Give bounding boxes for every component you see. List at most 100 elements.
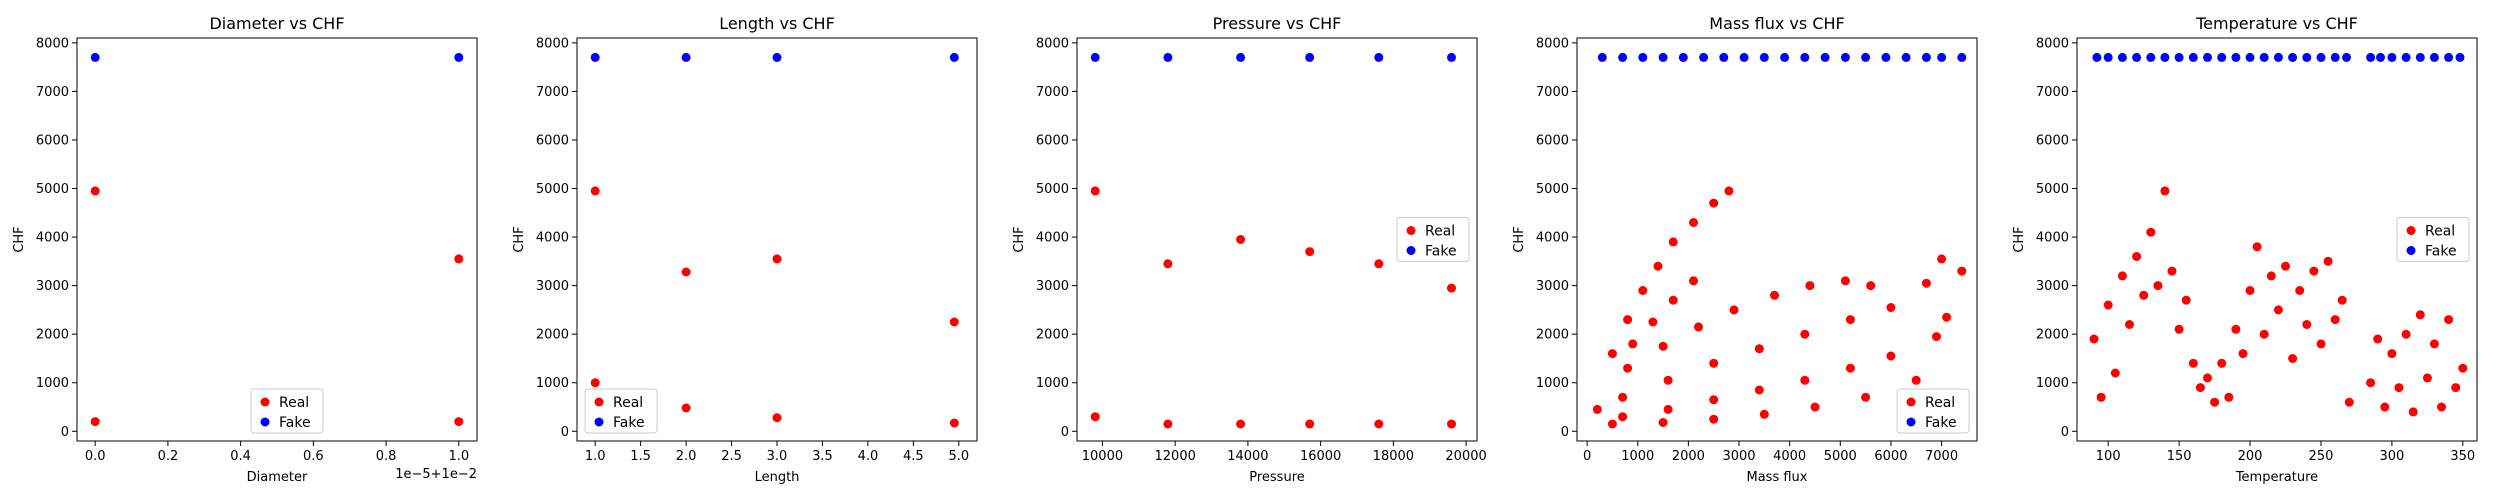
x-tick-label: 14000 xyxy=(1227,449,1268,464)
data-point xyxy=(2309,266,2319,276)
legend: Real Fake xyxy=(2396,217,2470,262)
y-tick-label: 5000 xyxy=(36,182,69,197)
data-point xyxy=(2245,286,2255,295)
y-tick-label: 4000 xyxy=(2036,231,2069,246)
x-tick-label: 0.0 xyxy=(85,449,106,464)
data-point xyxy=(1305,52,1315,62)
data-point xyxy=(2245,52,2255,62)
data-point xyxy=(2444,52,2454,62)
data-point xyxy=(1374,259,1384,269)
data-point xyxy=(1592,404,1602,414)
legend-label: Fake xyxy=(2425,244,2457,260)
y-tick-label: 2000 xyxy=(2036,328,2069,343)
x-offset-label: 1e−5+1e−2 xyxy=(395,467,477,482)
data-point xyxy=(90,52,100,62)
x-tick-label: 300 xyxy=(2379,449,2404,464)
y-axis-label: CHF xyxy=(512,226,527,252)
data-point xyxy=(2132,52,2142,62)
data-point xyxy=(1911,375,1921,385)
x-tick-label: 100 xyxy=(2096,449,2121,464)
y-tick-label: 6000 xyxy=(36,133,69,148)
axes-frame xyxy=(2076,37,2478,442)
data-point xyxy=(1886,303,1896,312)
data-point xyxy=(1628,339,1638,349)
data-point xyxy=(2210,397,2220,407)
data-point xyxy=(2231,52,2241,62)
data-point xyxy=(2266,271,2276,281)
y-tick-label: 0 xyxy=(2061,425,2069,440)
data-point xyxy=(2281,261,2290,271)
x-tick-label: 250 xyxy=(2309,449,2334,464)
data-point xyxy=(1678,52,1688,62)
data-point xyxy=(454,254,464,264)
x-axis-label: Length xyxy=(755,470,800,485)
scatter-points xyxy=(1090,52,1456,429)
data-point xyxy=(1921,52,1931,62)
y-tick-label: 1000 xyxy=(536,376,569,391)
data-point xyxy=(2160,186,2170,196)
data-point xyxy=(2153,281,2163,291)
data-point xyxy=(1658,52,1668,62)
chart-panel: 1.0 1.5 2.0 2.5 3.0 3.5 4.0 4.5 5.0 0 1000 2000 3000… xyxy=(512,14,978,485)
y-tick-label: 8000 xyxy=(536,36,569,51)
y-tick-label: 1000 xyxy=(1036,376,1069,391)
y-tick-label: 2000 xyxy=(1036,328,1069,343)
data-point xyxy=(2103,300,2113,310)
data-point xyxy=(1739,52,1749,62)
data-point xyxy=(1236,235,1246,244)
data-point xyxy=(2181,295,2191,305)
data-point xyxy=(590,186,600,196)
data-point xyxy=(1689,276,1698,286)
x-tick-label: 2000 xyxy=(1672,449,1705,464)
data-point xyxy=(1623,363,1633,373)
data-point xyxy=(2316,339,2326,349)
data-point xyxy=(1759,409,1769,419)
data-point xyxy=(2408,407,2418,417)
data-point xyxy=(2174,324,2184,334)
y-tick-label: 8000 xyxy=(36,36,69,51)
y-tick-label: 8000 xyxy=(2036,36,2069,51)
y-axis-label: CHF xyxy=(12,226,27,252)
y-tick-label: 2000 xyxy=(1536,328,1569,343)
data-point xyxy=(1658,418,1668,427)
data-point xyxy=(1090,186,1100,196)
legend: Real Fake xyxy=(584,388,658,434)
data-point xyxy=(2288,354,2298,363)
data-point xyxy=(1668,237,1678,247)
data-point xyxy=(2288,52,2298,62)
y-tick-label: 4000 xyxy=(536,231,569,246)
data-point xyxy=(590,52,600,62)
data-point xyxy=(772,52,782,62)
data-point xyxy=(1719,52,1729,62)
x-axis-label: Diameter xyxy=(247,470,308,485)
data-point xyxy=(772,254,782,264)
data-point xyxy=(1668,295,1678,305)
x-tick-label: 1000 xyxy=(1621,449,1654,464)
x-tick-label: 150 xyxy=(2167,449,2192,464)
legend-label: Real xyxy=(1425,224,1455,240)
data-point xyxy=(2096,392,2106,402)
chart-title: Diameter vs CHF xyxy=(209,14,344,33)
data-point xyxy=(1163,259,1173,269)
legend-marker xyxy=(1406,226,1416,235)
legend-marker xyxy=(2406,246,2416,255)
data-point xyxy=(2344,397,2354,407)
data-point xyxy=(2231,324,2241,334)
data-point xyxy=(2330,52,2340,62)
x-tick-label: 1.0 xyxy=(448,449,469,464)
data-point xyxy=(1447,52,1456,62)
data-point xyxy=(1374,52,1384,62)
data-point xyxy=(2259,52,2269,62)
data-point xyxy=(2366,378,2376,388)
data-point xyxy=(1932,332,1941,342)
x-tick-label: 4000 xyxy=(1773,449,1806,464)
data-point xyxy=(1236,52,1246,62)
y-tick-label: 5000 xyxy=(536,182,569,197)
data-point xyxy=(1800,375,1810,385)
data-point xyxy=(2376,52,2385,62)
data-point xyxy=(1090,412,1100,422)
y-tick-label: 6000 xyxy=(2036,133,2069,148)
data-point xyxy=(949,52,959,62)
data-point xyxy=(1805,281,1815,291)
legend-label: Fake xyxy=(1925,415,1957,431)
